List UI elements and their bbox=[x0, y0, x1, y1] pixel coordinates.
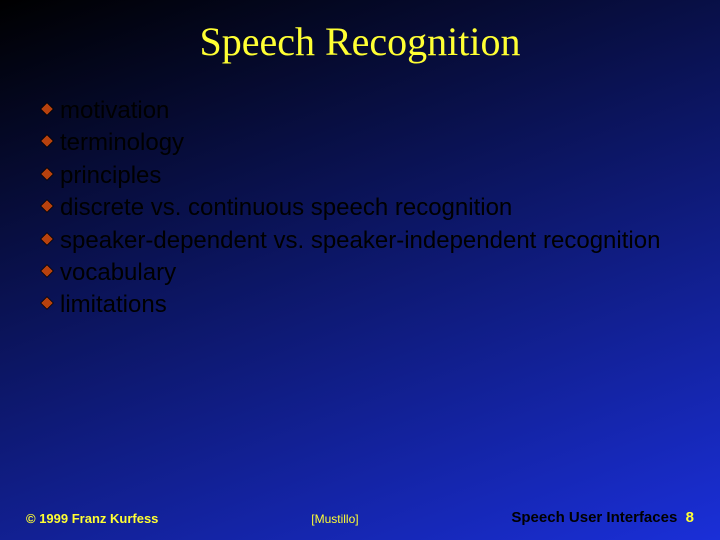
diamond-bullet-icon bbox=[40, 232, 54, 246]
diamond-bullet-icon bbox=[40, 134, 54, 148]
footer-page-number: 8 bbox=[686, 509, 694, 526]
footer-copyright: © 1999 Franz Kurfess bbox=[26, 511, 158, 526]
diamond-bullet-icon bbox=[40, 296, 54, 310]
list-item-label: principles bbox=[60, 160, 680, 192]
list-item: motivation bbox=[40, 95, 680, 127]
list-item: vocabulary bbox=[40, 257, 680, 289]
list-item: discrete vs. continuous speech recogniti… bbox=[40, 192, 680, 224]
slide-footer: © 1999 Franz Kurfess [Mustillo] Speech U… bbox=[0, 509, 720, 526]
list-item: principles bbox=[40, 160, 680, 192]
list-item: terminology bbox=[40, 127, 680, 159]
list-item-label: vocabulary bbox=[60, 257, 680, 289]
footer-page: Speech User Interfaces 8 bbox=[511, 509, 694, 526]
list-item-label: speaker-dependent vs. speaker-independen… bbox=[60, 225, 680, 257]
list-item: speaker-dependent vs. speaker-independen… bbox=[40, 225, 680, 257]
diamond-bullet-icon bbox=[40, 167, 54, 181]
list-item-label: terminology bbox=[60, 127, 680, 159]
list-item-label: limitations bbox=[60, 289, 680, 321]
slide-title: Speech Recognition bbox=[0, 0, 720, 75]
diamond-bullet-icon bbox=[40, 199, 54, 213]
slide: Speech Recognition motivationterminology… bbox=[0, 0, 720, 540]
footer-citation: [Mustillo] bbox=[311, 512, 358, 526]
list-item: limitations bbox=[40, 289, 680, 321]
list-item-label: motivation bbox=[60, 95, 680, 127]
slide-body: motivationterminologyprinciplesdiscrete … bbox=[0, 75, 720, 322]
list-item-label: discrete vs. continuous speech recogniti… bbox=[60, 192, 680, 224]
diamond-bullet-icon bbox=[40, 102, 54, 116]
diamond-bullet-icon bbox=[40, 264, 54, 278]
footer-section-label: Speech User Interfaces bbox=[511, 509, 677, 526]
